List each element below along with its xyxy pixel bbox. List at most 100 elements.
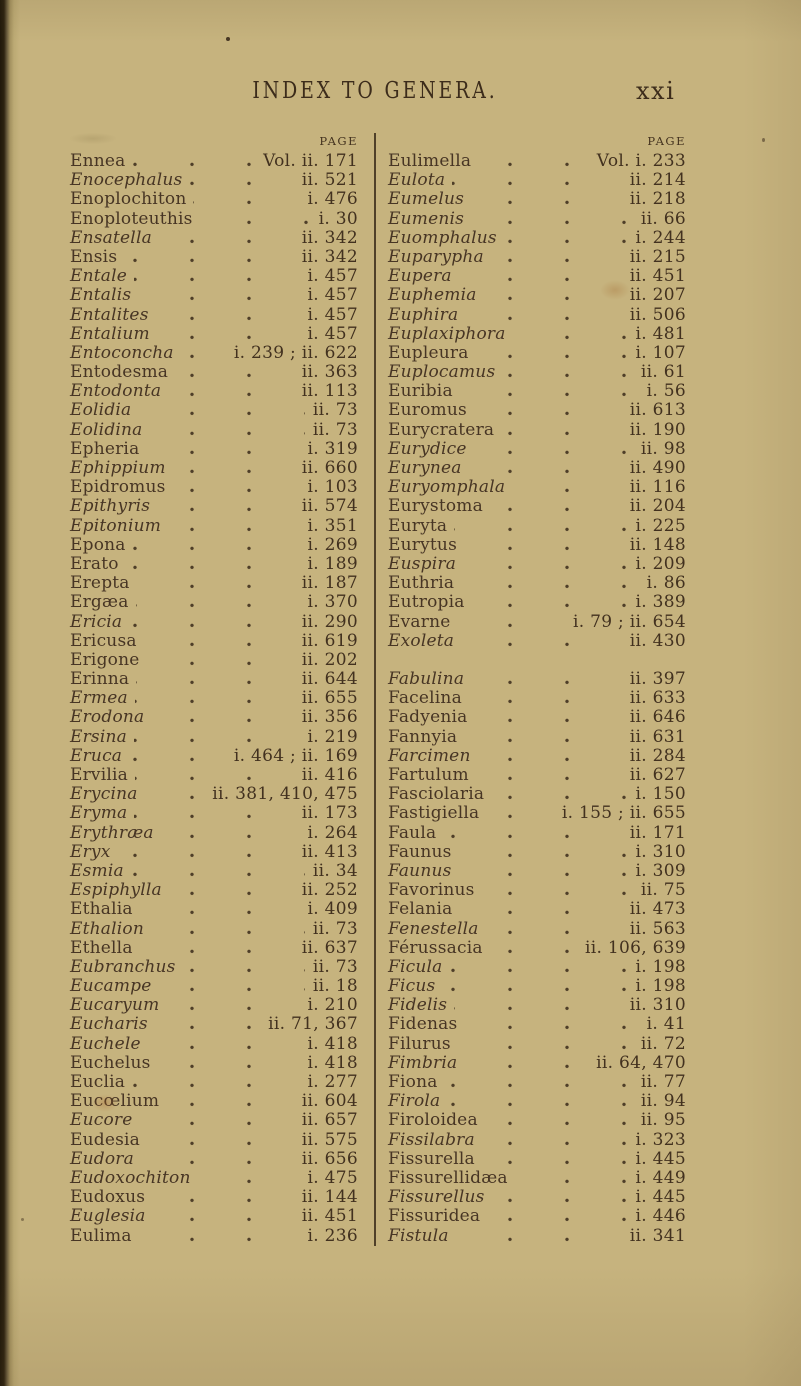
page-reference: ii. 144 <box>293 1187 358 1208</box>
page-reference: i. 198 <box>627 957 686 978</box>
index-entry-row: Euphira ii. 506 <box>388 305 686 325</box>
genus-name: Ensis <box>70 247 125 268</box>
index-entry-row: Entalium i. 457 <box>70 324 358 345</box>
page-reference: ii. 521 <box>293 170 358 191</box>
page-reference: i. 244 <box>627 228 686 249</box>
page-number: xxi <box>636 77 676 105</box>
index-entry-row: Fasciolaria i. 150 <box>388 784 686 805</box>
genus-name: Ficus <box>388 976 443 997</box>
genus-name: Eolidia <box>70 401 139 421</box>
index-entry-row: Filurus ii. 72 <box>388 1034 686 1055</box>
index-entry-row: Evarne i. 79 ; ii. 654 <box>388 612 686 632</box>
dot-leader <box>70 535 358 555</box>
index-entry-row: Ethella ii. 637 <box>70 938 358 959</box>
genus-name: Euryta <box>388 516 455 536</box>
index-entry-row: Ensatella ii. 342 <box>70 228 358 249</box>
page-reference: i. 107 <box>627 343 686 364</box>
index-entry-row: Erythræa i. 264 <box>70 823 358 843</box>
genus-name: Euthria <box>388 573 462 594</box>
index-entry-row: Ensis ii. 342 <box>70 247 358 268</box>
page-reference: i. 457 <box>299 285 358 306</box>
index-entry-row: Euplaxiphora i. 481 <box>388 324 686 345</box>
index-entry-row: Euomphalus i. 244 <box>388 228 686 249</box>
page-reference: ii. 574 <box>293 496 358 517</box>
page-reference: ii. 657 <box>293 1110 358 1131</box>
genus-name: Favorinus <box>388 880 482 901</box>
index-entry-row: Faula ii. 171 <box>388 823 686 843</box>
genus-name: Euromus <box>388 401 474 421</box>
genus-name: Fissurellidæa <box>388 1168 515 1189</box>
index-entry-row: Euchele i. 418 <box>70 1034 358 1055</box>
genus-name: Fissuridea <box>388 1206 488 1227</box>
index-entry-row: Entodesma ii. 363 <box>70 362 358 383</box>
page-reference: ii. 637 <box>293 938 358 959</box>
genus-name: Entodesma <box>70 362 176 383</box>
page-reference: ii. 563 <box>621 919 686 939</box>
page-reference: ii. 214 <box>621 170 686 191</box>
dot-leader <box>70 574 358 594</box>
page-reference: ii. 190 <box>621 420 686 441</box>
index-entry-row: Ericusa ii. 619 <box>70 631 358 652</box>
index-entry-row: Ephippium ii. 660 <box>70 458 358 479</box>
dot-leader <box>388 1226 686 1246</box>
genus-name: Eolidina <box>70 420 150 441</box>
genus-name: Eudoxochiton <box>70 1168 198 1189</box>
index-entry-row: Firola ii. 94 <box>388 1091 686 1112</box>
page-reference: i. 269 <box>299 535 358 556</box>
dot-leader <box>388 977 686 997</box>
page-reference: ii. 341 <box>621 1226 686 1246</box>
index-entry-row: Eumelus ii. 218 <box>388 189 686 210</box>
index-entry-row: Fissuridea i. 446 <box>388 1206 686 1227</box>
dot-leader <box>388 957 686 978</box>
dot-leader <box>388 900 686 920</box>
page-reference: i. 481 <box>627 324 686 345</box>
index-entry-row: Eulima i. 236 <box>70 1226 358 1246</box>
genus-name: Epheria <box>70 439 147 460</box>
page-reference: ii. 381, 410, 475 <box>204 784 358 805</box>
dot-leader <box>70 938 358 958</box>
page-reference: i. 445 <box>627 1187 686 1208</box>
dot-leader <box>70 842 358 862</box>
page-reference: i. 277 <box>299 1072 358 1093</box>
genus-name: Fissilabra <box>388 1130 482 1150</box>
dot-leader <box>70 554 358 575</box>
genus-name: Faunus <box>388 861 459 882</box>
genus-name: Fadyenia <box>388 708 475 728</box>
index-entry-row: Ericia ii. 290 <box>70 612 358 632</box>
genus-name: Eutropia <box>388 592 472 613</box>
genus-name: Ennea <box>70 151 133 172</box>
page-reference: i. 457 <box>299 266 358 287</box>
page-reference: ii. 73 <box>304 401 358 421</box>
index-entry-row: Fadyenia ii. 646 <box>388 708 686 728</box>
index-entry-row: Fastigiella i. 155 ; ii. 655 <box>388 803 686 824</box>
index-entry-row: Erinna ii. 644 <box>70 669 358 690</box>
index-entry-row: Ficula i. 198 <box>388 957 686 978</box>
genus-name: Fasciolaria <box>388 784 492 805</box>
genus-name: Erycina <box>70 784 145 805</box>
genus-name: Eucœlium <box>70 1091 167 1112</box>
index-entry-row: Erato i. 189 <box>70 554 358 575</box>
dot-leader <box>70 612 358 632</box>
dot-leader <box>70 286 358 306</box>
dot-leader <box>388 631 686 651</box>
index-entry-row: Eruca i. 464 ; ii. 169 <box>70 746 358 767</box>
page-reference: i. 236 <box>299 1226 358 1246</box>
index-entry-row: Eryma ii. 173 <box>70 803 358 824</box>
paper-speck <box>21 1218 24 1221</box>
index-entry-row: Eucharis ii. 71, 367 <box>70 1015 358 1035</box>
page-reference: i. 264 <box>299 823 358 843</box>
genus-name: Eumenis <box>388 209 472 229</box>
genus-name: Fannyia <box>388 727 465 748</box>
page-reference: i. 445 <box>627 1149 686 1170</box>
genus-name: Felania <box>388 899 460 920</box>
index-entry-row: Faunus i. 309 <box>388 861 686 882</box>
genus-name: Eucharis <box>70 1015 155 1035</box>
dot-leader <box>70 689 358 709</box>
genus-name: Espiphylla <box>70 880 169 901</box>
genus-name: Fimbria <box>388 1053 465 1074</box>
page-reference: Vol. ii. 171 <box>255 151 358 172</box>
genus-name: Entalites <box>70 305 156 325</box>
genus-name: Entodonta <box>70 381 169 402</box>
page-reference: ii. 72 <box>632 1034 686 1055</box>
genus-name: Entale <box>70 266 135 287</box>
